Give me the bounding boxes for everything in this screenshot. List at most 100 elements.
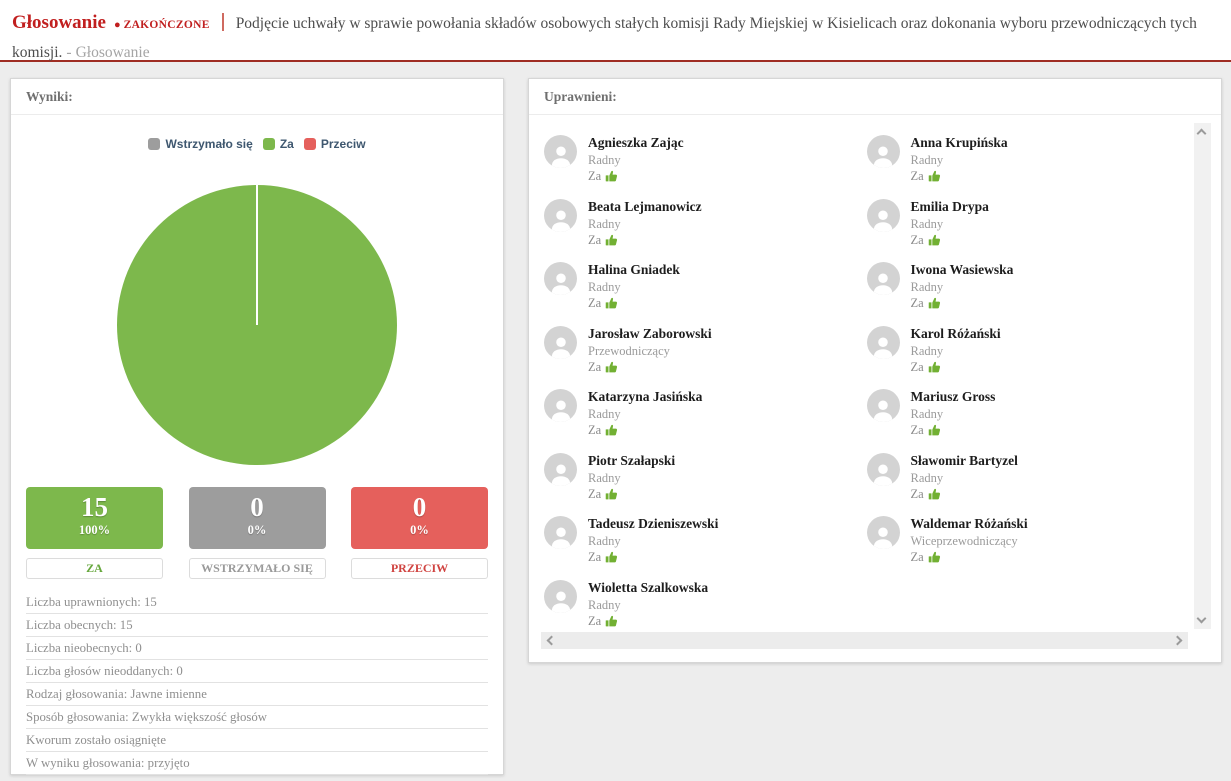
vote-value: Za xyxy=(588,486,602,501)
vote-value: Za xyxy=(588,169,602,183)
voter-role: Radny xyxy=(588,280,621,294)
person-icon xyxy=(551,400,570,422)
voter-vote: Za xyxy=(588,296,680,311)
vote-box-przeciw: 0 0% xyxy=(351,487,488,549)
legend-item-za[interactable]: Za xyxy=(262,137,294,151)
legend-swatch-green xyxy=(262,138,275,150)
person-icon xyxy=(873,273,893,295)
voter-list-item: Waldemar Różański Wiceprzewodniczący Za xyxy=(866,516,1190,580)
voter-name: Beata Lejmanowicz xyxy=(588,198,702,214)
voter-list-item: Iwona Wasiewska Radny Za xyxy=(866,262,1190,326)
thumbs-up-icon xyxy=(605,361,618,374)
voters-panel-title: Uprawnieni: xyxy=(529,79,1221,115)
voter-vote: Za xyxy=(911,423,996,438)
voter-role: Radny xyxy=(910,153,944,167)
vote-count-przeciw: 0 xyxy=(412,492,427,522)
legend-swatch-gray xyxy=(148,138,161,150)
thumbs-up-icon xyxy=(605,297,618,310)
horizontal-scrollbar[interactable] xyxy=(541,632,1188,649)
avatar xyxy=(866,262,900,295)
avatar xyxy=(544,452,577,486)
vote-label-wstrzymalo: WSTRZYMAŁO SIĘ xyxy=(188,558,326,579)
breadcrumb-dash: - xyxy=(66,44,72,61)
voter-list-item: Mariusz Gross Radny Za xyxy=(866,389,1190,453)
avatar xyxy=(544,325,577,359)
voter-info: Emilia Drypa Radny Za xyxy=(911,199,989,248)
thumbs-up-icon xyxy=(605,488,618,501)
vote-value: Za xyxy=(910,296,924,310)
voter-info: Halina Gniadek Radny Za xyxy=(588,262,680,311)
thumbs-up-icon xyxy=(605,615,618,628)
avatar xyxy=(866,389,900,422)
voters-list: Agnieszka Zając Radny Za xyxy=(544,135,1189,643)
vote-percent-przeciw: 0% xyxy=(410,523,429,537)
thumbs-up-icon xyxy=(605,170,618,183)
thumbs-up-icon xyxy=(928,488,941,501)
thumbs-up-icon xyxy=(928,234,941,247)
header-divider xyxy=(221,13,224,31)
person-icon xyxy=(551,273,570,295)
chevron-down-icon[interactable] xyxy=(1196,613,1207,624)
voter-list-item: Jarosław Zaborowski Przewodniczący Za xyxy=(544,325,867,390)
person-icon xyxy=(873,146,893,168)
stat-row: Liczba nieobecnych: 0 xyxy=(26,637,488,660)
person-icon xyxy=(551,527,570,549)
voter-role: Radny xyxy=(910,407,944,421)
voter-info: Katarzyna Jasińska Radny Za xyxy=(588,389,702,438)
vote-value: Za xyxy=(910,486,924,501)
person-icon xyxy=(551,209,570,232)
person-icon xyxy=(873,527,893,549)
voter-role: Radny xyxy=(588,153,621,167)
voter-name: Sławomir Bartyzel xyxy=(910,452,1018,468)
chevron-right-icon[interactable] xyxy=(1172,635,1183,646)
pie-slice-border xyxy=(256,185,258,325)
voter-list-item: Agnieszka Zając Radny Za xyxy=(544,135,867,199)
vote-label-przeciw: PRZECIW xyxy=(351,558,488,579)
vote-value: Za xyxy=(588,359,602,374)
thumbs-up-icon xyxy=(605,424,618,437)
voter-vote: Za xyxy=(588,487,675,502)
voter-vote: Za xyxy=(911,487,1018,502)
voter-name: Mariusz Gross xyxy=(910,389,996,404)
voter-vote: Za xyxy=(911,296,1014,311)
voter-list-item: Piotr Szałapski Radny Za xyxy=(544,452,867,517)
voter-vote: Za xyxy=(588,233,702,248)
vote-value: Za xyxy=(588,550,602,564)
legend-label: Przeciw xyxy=(320,137,366,151)
voter-name: Halina Gniadek xyxy=(588,262,680,277)
voter-info: Piotr Szałapski Radny Za xyxy=(588,453,675,502)
results-panel: Wyniki: Wstrzymało się Za Przeciw 15 100… xyxy=(10,78,504,775)
thumbs-up-icon xyxy=(928,297,941,310)
thumbs-up-icon xyxy=(928,424,941,437)
voter-vote: Za xyxy=(588,169,684,184)
vote-percent-wstrzymalo: 0% xyxy=(247,523,267,537)
vote-box-za: 15 100% xyxy=(26,487,163,549)
vote-value: Za xyxy=(910,359,924,374)
voter-info: Karol Różański Radny Za xyxy=(911,326,1001,375)
person-icon xyxy=(551,463,570,486)
voting-subject: Podjęcie uchwały w sprawie powołania skł… xyxy=(12,15,1197,61)
page-title: Głosowanie xyxy=(12,12,106,33)
stat-row: Liczba uprawnionych: 15 xyxy=(26,591,488,614)
voter-role: Radny xyxy=(910,470,944,485)
voter-list-item: Sławomir Bartyzel Radny Za xyxy=(866,452,1190,517)
voter-info: Tadeusz Dzieniszewski Radny Za xyxy=(588,516,718,565)
person-icon xyxy=(873,336,893,359)
vote-value: Za xyxy=(588,232,602,247)
vote-label-za: ZA xyxy=(26,558,163,579)
thumbs-up-icon xyxy=(605,234,618,247)
legend-item-wstrzymalo[interactable]: Wstrzymało się xyxy=(148,137,253,151)
avatar xyxy=(866,198,900,232)
legend-item-przeciw[interactable]: Przeciw xyxy=(303,137,366,151)
page-header: Głosowanie ● ZAKOŃCZONE Podjęcie uchwały w … xyxy=(0,0,1231,62)
stat-row: Liczba obecnych: 15 xyxy=(26,614,488,637)
voter-list-item: Karol Różański Radny Za xyxy=(866,325,1190,390)
chevron-up-icon[interactable] xyxy=(1196,128,1207,139)
voter-list-item: Beata Lejmanowicz Radny Za xyxy=(544,198,867,263)
vote-value: Za xyxy=(588,613,602,628)
voter-info: Beata Lejmanowicz Radny Za xyxy=(588,199,702,248)
voter-list-item: Halina Gniadek Radny Za xyxy=(544,262,867,326)
chevron-left-icon[interactable] xyxy=(546,635,557,646)
vote-count-za: 15 xyxy=(81,492,108,522)
vertical-scrollbar[interactable] xyxy=(1194,123,1211,629)
